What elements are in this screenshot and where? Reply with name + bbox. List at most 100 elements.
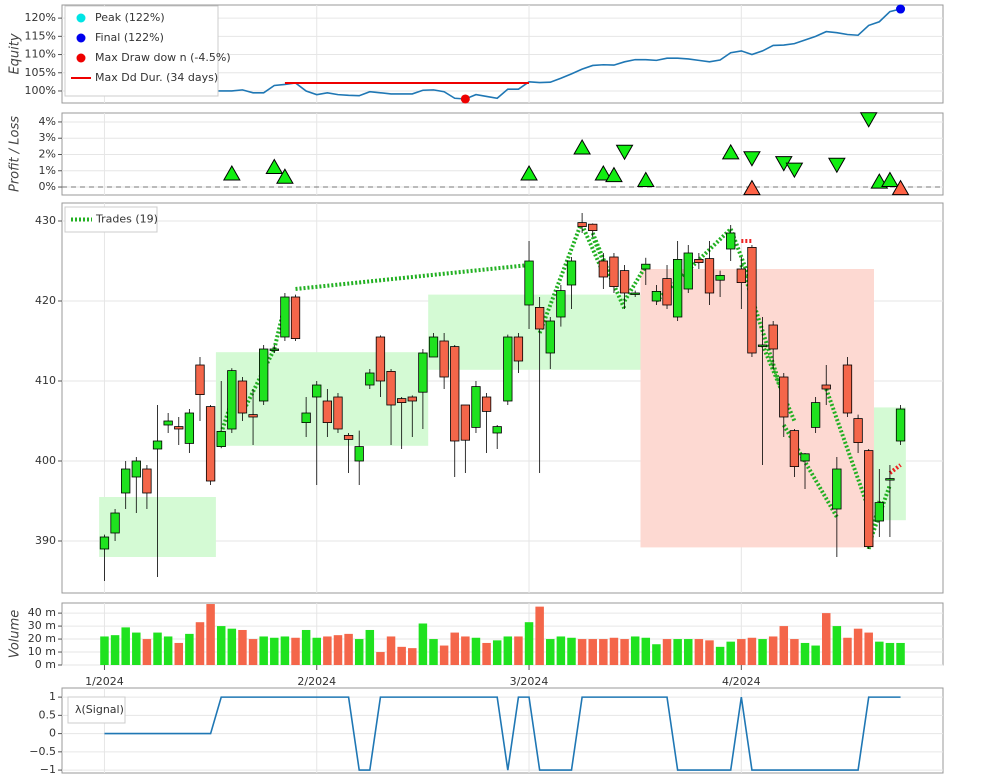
y-tick-label: 110% [25, 48, 56, 61]
y-tick-label: 0 m [35, 658, 56, 671]
volume-bar [259, 636, 268, 665]
volume-bar [705, 640, 714, 665]
candle-body [343, 434, 354, 440]
candle-body [386, 370, 396, 406]
legend-label: Trades (19) [95, 213, 158, 226]
candle-body [301, 412, 311, 423]
volume-bar [758, 639, 767, 665]
x-tick-label: 1/2024 [85, 675, 124, 688]
y-tick-label: 430 [35, 214, 56, 227]
y-axis-label: Profit / Loss [8, 116, 23, 192]
volume-bar [492, 640, 502, 665]
candle-body [205, 406, 216, 482]
candle-body [747, 246, 757, 354]
candle-body [290, 296, 301, 339]
y-tick-label: 4% [39, 115, 56, 128]
y-tick-label: 400 [35, 454, 56, 467]
volume-bar [641, 637, 651, 665]
volume-bar [843, 637, 852, 665]
trade-pnl [573, 138, 591, 155]
volume-bar [280, 636, 290, 665]
candle-body [439, 340, 449, 378]
trade-pnl [785, 162, 804, 179]
volume-bar [503, 636, 513, 665]
legend-marker [76, 13, 86, 23]
volume-bar [768, 636, 778, 665]
candle-body [810, 402, 821, 428]
volume-bar [195, 622, 205, 665]
volume-bar [673, 639, 682, 665]
y-tick-label: 410 [35, 374, 56, 387]
volume-bar [896, 642, 905, 665]
trade-line [824, 388, 871, 510]
candle-body [354, 446, 364, 462]
candle-body [216, 430, 226, 447]
volume-bar [864, 632, 873, 665]
volume-bar [609, 637, 619, 665]
volume-bar [514, 636, 523, 665]
trade-line [866, 484, 892, 546]
volume-bar [174, 642, 184, 665]
volume-bar [429, 639, 438, 665]
volume-bar [885, 642, 895, 665]
trade-pnl [594, 165, 613, 181]
trade-pnl [743, 179, 761, 196]
candle-body [768, 324, 778, 350]
trade-pnl [891, 179, 910, 196]
candle-body [184, 412, 195, 444]
candle-body [789, 430, 800, 468]
volume-bar [397, 646, 406, 665]
volume-bar [163, 636, 173, 665]
trade-line [295, 263, 530, 291]
candle-body [259, 348, 269, 402]
trade-pnl [520, 165, 538, 181]
legend-label: λ(Signal) [75, 703, 124, 716]
y-tick-label: 0% [39, 180, 56, 193]
volume-bar [110, 635, 120, 665]
volume-bar [737, 639, 746, 665]
candle-body [779, 376, 789, 418]
volume-bar [747, 637, 757, 665]
volume-bar [386, 636, 396, 665]
volume-bar [684, 639, 693, 665]
volume-bar [238, 629, 247, 665]
volume-bar [790, 639, 799, 665]
candle-body [471, 386, 481, 428]
candle-body [821, 384, 831, 390]
volume-bar [546, 639, 555, 665]
candle-body [535, 306, 545, 330]
volume-bar [376, 652, 385, 665]
candle-body [248, 414, 258, 418]
candle-body [152, 440, 163, 450]
candle-body [333, 396, 343, 430]
y-tick-label: 100% [25, 84, 56, 97]
volume-bar [333, 635, 343, 665]
candle-body [492, 426, 502, 434]
volume-bar [694, 639, 704, 665]
volume-bar [779, 626, 789, 665]
candle-body [174, 426, 184, 430]
candle-body [641, 263, 651, 270]
y-tick-label: 120% [25, 11, 56, 24]
volume-bar [216, 626, 226, 665]
candle-body [312, 384, 322, 398]
volume-bar [206, 604, 215, 665]
y-tick-label: −0.5 [29, 745, 56, 758]
candle-body [736, 268, 746, 283]
candle-body [99, 536, 110, 550]
volume-bar [482, 642, 491, 665]
volume-bar [726, 641, 735, 665]
candle-body [651, 290, 662, 302]
candle-body [842, 364, 853, 414]
volume-bar [620, 639, 629, 665]
candle-body [121, 468, 131, 494]
volume-bar [875, 641, 884, 665]
trade-pnl [615, 144, 634, 161]
panel-frame [61, 602, 944, 666]
volume-bar [344, 633, 353, 665]
volume-bar [524, 622, 534, 665]
volume-bar [832, 626, 842, 665]
candle-body [577, 222, 587, 228]
legend-box [67, 696, 126, 724]
